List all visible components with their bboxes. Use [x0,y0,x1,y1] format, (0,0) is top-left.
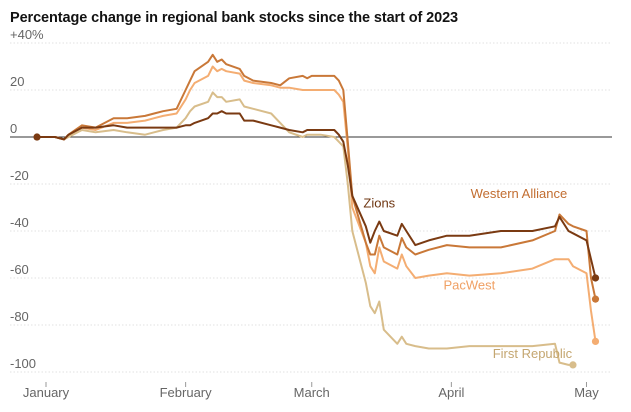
series-line-western-alliance [54,53,597,301]
end-dot-pacwest [591,337,600,346]
series-labels: First Republic PacWest Western Alliance Zio… [363,186,572,361]
x-tick-label: May [574,385,599,400]
series-line-first-republic [54,91,574,366]
series-label-western-alliance: Western Alliance [471,186,568,201]
y-tick-label: -80 [10,309,29,324]
chart-title: Percentage change in regional bank stock… [10,10,458,26]
x-tick-label: March [294,385,330,400]
y-tick-label: -40 [10,215,29,230]
series-label-pacwest: PacWest [443,278,495,293]
start-dot [33,133,41,141]
y-tick-label: -60 [10,262,29,277]
y-tick-label: +40% [10,27,44,42]
y-tick-label: 0 [10,121,17,136]
x-axis-ticks: January February March April May [23,382,599,400]
x-tick-label: January [23,385,70,400]
end-dot-western-alliance [591,295,600,303]
y-tick-label: -20 [10,168,29,183]
series-label-zions: Zions [363,196,395,211]
y-tick-label: 20 [10,74,24,89]
series-line-zions [36,110,597,279]
series-label-first-republic: First Republic [493,346,573,361]
end-dot-first-republic [569,361,577,369]
y-tick-label: -100 [10,356,36,371]
gridlines [10,42,612,373]
x-tick-label: February [160,385,213,400]
series-lines [33,53,600,369]
y-axis-ticks: +40% 20 0 -20 -40 -60 -80 -100 [10,27,44,371]
x-tick-label: April [438,385,464,400]
series-line-pacwest [54,65,597,343]
end-dot-zions [591,274,600,282]
